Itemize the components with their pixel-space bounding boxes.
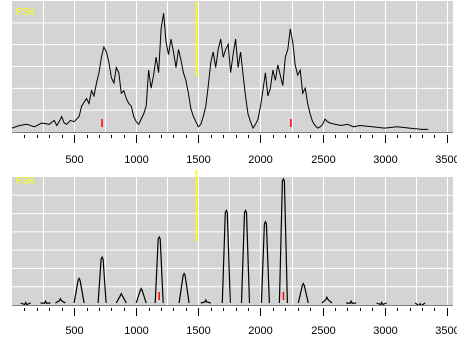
spectrum-peak — [154, 235, 164, 304]
axis-area — [0, 305, 457, 337]
chart-title: FSK — [16, 176, 36, 187]
x-tick-label: 2000 — [248, 325, 272, 337]
spectrum-peak — [97, 255, 107, 304]
plot-background — [12, 177, 453, 305]
spectrum-line — [11, 13, 429, 130]
spectrum-peak — [55, 297, 66, 304]
spectrum-peak — [346, 299, 357, 304]
spectrum-peak — [240, 209, 251, 304]
x-tick-label: 3000 — [373, 154, 397, 166]
fsk-spectrum-panel-bottom: FSK 500 1000 1500 2000 2500 3000 3500 — [0, 168, 457, 337]
x-tick-label: 2000 — [248, 154, 272, 166]
spectrum-peak — [135, 287, 147, 304]
spectrum-peak — [200, 298, 211, 304]
chart-title: FSK — [16, 7, 36, 18]
x-tick-label: 1500 — [186, 325, 210, 337]
spectrum-peak — [278, 177, 288, 304]
x-tick-label: 500 — [65, 325, 83, 337]
x-tick-label: 3500 — [435, 154, 457, 166]
x-tick-label: 2500 — [311, 154, 335, 166]
spectrum-peak — [221, 209, 231, 304]
spectrum-peak — [414, 302, 426, 307]
spectrum-peak — [321, 296, 333, 304]
x-tick-label: 3000 — [373, 325, 397, 337]
spectrum-peak — [376, 301, 387, 306]
x-tick-label: 3500 — [435, 325, 457, 337]
spectrum-peak — [73, 277, 85, 304]
spectrum-peak — [297, 282, 309, 304]
x-tick-label: 2500 — [311, 325, 335, 337]
spectrum-peak — [40, 299, 51, 304]
spectrum-peak — [260, 220, 270, 304]
fsk-spectrum-panel-top: FSK 500 1000 1500 2000 2500 3000 3500 — [0, 0, 457, 168]
axis-area — [0, 132, 457, 168]
x-tick-label: 500 — [65, 154, 83, 166]
x-tick-label: 1000 — [124, 325, 148, 337]
spectrum-peak — [115, 292, 127, 304]
chart-area-top: FSK 500 1000 1500 2000 2500 3000 3500 — [0, 1, 457, 168]
x-tick-label: 1000 — [124, 154, 148, 166]
x-tick-label: 1500 — [186, 154, 210, 166]
spectrum-peak — [20, 301, 31, 306]
spectrum-peak — [178, 272, 190, 304]
chart-area-bottom: FSK 500 1000 1500 2000 2500 3000 3500 — [0, 170, 457, 337]
